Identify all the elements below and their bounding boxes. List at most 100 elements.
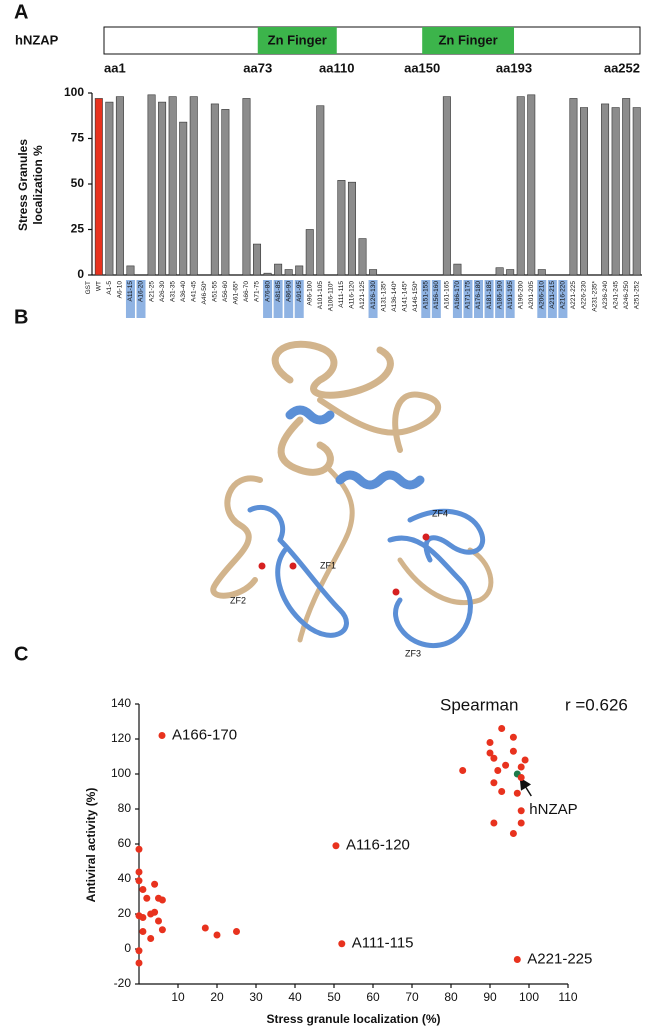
point — [135, 877, 143, 885]
zinc-ion — [422, 533, 430, 541]
ribbon — [210, 475, 263, 599]
x-tick-label: A226-230 — [581, 281, 588, 310]
bar — [295, 265, 304, 276]
x-tick-label: A156-160 — [433, 281, 440, 310]
bar — [506, 269, 515, 276]
protein-bar — [103, 26, 641, 55]
point-label: A221-225 — [527, 950, 592, 967]
x-tick-label: A181-185 — [486, 281, 493, 310]
point — [490, 754, 498, 762]
x-tick-label: A76-80 — [264, 281, 271, 302]
bar — [537, 269, 546, 276]
domain — [257, 27, 337, 54]
x-tick-label: 30 — [249, 990, 263, 1004]
bar — [126, 265, 135, 276]
x-tick-label: A26-30 — [159, 281, 166, 302]
x-tick-label: A61-65* — [233, 281, 240, 305]
x-tick-label: A101-105 — [317, 281, 324, 310]
x-tick-label: A206-210 — [539, 281, 546, 310]
y-tick-label: 80 — [118, 801, 132, 815]
y-tick-label: 100 — [111, 766, 131, 780]
bar — [305, 229, 314, 276]
label-highlight — [547, 280, 557, 318]
bar — [105, 101, 114, 276]
point — [498, 725, 506, 732]
x-tick-label: A66-70 — [243, 281, 250, 302]
label-highlight — [284, 280, 294, 318]
label-highlight — [484, 280, 494, 318]
point — [509, 733, 517, 741]
point — [151, 908, 159, 916]
x-tick-label: A116-120 — [349, 281, 356, 309]
label-highlight — [431, 280, 441, 318]
y-tick-label: 0 — [77, 267, 84, 281]
bar — [611, 107, 620, 276]
residue-label: aa252 — [604, 60, 640, 75]
point — [521, 756, 529, 764]
zinc-finger — [407, 508, 486, 563]
x-tick-label: A86-90 — [285, 281, 292, 302]
bar — [622, 98, 631, 276]
bar — [442, 96, 451, 276]
point — [513, 956, 521, 963]
zinc-finger — [275, 537, 349, 638]
x-tick-label: A46-50* — [201, 281, 208, 305]
x-tick-label: A56-60 — [222, 281, 229, 302]
label-highlight — [505, 280, 515, 318]
x-tick-label: A216-220 — [560, 281, 567, 310]
y-tick-label: 75 — [71, 131, 85, 145]
x-tick-label: 50 — [327, 990, 341, 1004]
x-tick-label: 80 — [444, 990, 458, 1004]
y-tick-label: 50 — [71, 176, 85, 190]
y-tick-label: 60 — [118, 836, 132, 850]
bar — [369, 269, 378, 276]
ribbon — [397, 547, 494, 606]
label-highlight — [537, 280, 547, 318]
ribbon — [297, 467, 355, 643]
x-tick-label: A166-170 — [454, 281, 461, 310]
point — [135, 868, 143, 876]
point — [332, 842, 340, 850]
annotation: Spearman — [440, 695, 518, 714]
x-tick-label: 90 — [483, 990, 497, 1004]
bar — [221, 109, 230, 276]
x-tick-label: A251-252 — [633, 281, 640, 310]
x-tick-label: A191-195 — [507, 281, 514, 310]
label-highlight — [421, 280, 431, 318]
x-tick-label: A196-200 — [517, 281, 524, 310]
zinc-ion — [258, 562, 266, 570]
point-label: A116-120 — [346, 837, 410, 854]
point — [201, 924, 209, 932]
x-tick-label: A131-135* — [380, 281, 387, 312]
point — [135, 947, 143, 955]
residue-label: aa1 — [104, 60, 126, 75]
point-label: hNZAP — [529, 801, 577, 818]
x-tick-label: 60 — [366, 990, 380, 1004]
residue-label: aa193 — [496, 60, 532, 75]
label-highlight — [273, 280, 283, 318]
point — [155, 917, 162, 925]
x-tick-label: A51-55 — [212, 281, 219, 302]
ribbon — [317, 391, 442, 453]
point — [509, 747, 517, 755]
ribbon — [277, 416, 334, 476]
point — [139, 886, 147, 893]
x-axis-label: Stress granule localization (%) — [266, 1012, 440, 1026]
y-tick-label: 120 — [111, 731, 131, 745]
structure — [210, 340, 494, 648]
residue-label: aa73 — [243, 60, 272, 75]
point — [517, 819, 525, 827]
x-tick-label: A36-40 — [180, 281, 187, 302]
bar — [210, 103, 219, 276]
y-tick-label: 0 — [124, 941, 131, 955]
residue-label: aa150 — [404, 60, 440, 75]
panel-label: A — [14, 1, 28, 23]
point — [486, 739, 494, 746]
point — [498, 788, 506, 795]
x-tick-label: 110 — [558, 990, 577, 1004]
x-tick-label: A236-240 — [602, 281, 609, 310]
zinc-ion — [392, 588, 400, 596]
point — [139, 928, 147, 935]
domain-label: Zn Finger — [438, 32, 497, 47]
bar — [94, 98, 103, 276]
